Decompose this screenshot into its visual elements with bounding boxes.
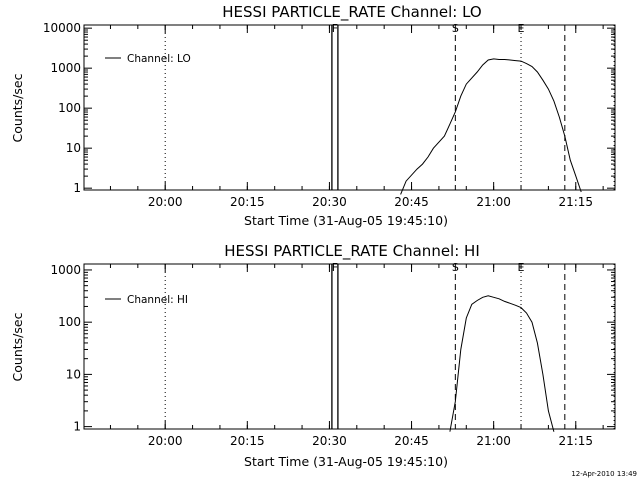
series-line-hi bbox=[449, 295, 555, 432]
x-tick-label: 21:15 bbox=[558, 434, 593, 448]
panel-lo-xlabel: Start Time (31-Aug-05 19:45:10) bbox=[244, 213, 448, 228]
y-tick-label: 10000 bbox=[43, 21, 81, 35]
panel-lo-frame bbox=[83, 24, 616, 191]
panel-hi: HESSI PARTICLE_RATE Channel: HI 1 10 100 10… bbox=[10, 242, 616, 469]
panel-lo-ylabel: Counts/sec bbox=[10, 73, 25, 142]
x-tick-label: 21:00 bbox=[476, 434, 511, 448]
y-tick-label: 1000 bbox=[50, 263, 81, 277]
panel-lo: HESSI PARTICLE_RATE Channel: LO 1 10 100 10… bbox=[10, 3, 616, 228]
flag-label: S bbox=[452, 261, 459, 274]
flag-label: E bbox=[518, 22, 525, 35]
panel-hi-xlabel: Start Time (31-Aug-05 19:45:10) bbox=[244, 454, 448, 469]
legend-label-hi: Channel: HI bbox=[127, 294, 188, 306]
flag-label: S bbox=[452, 22, 459, 35]
panel-hi-frame bbox=[83, 263, 616, 430]
panel-lo-title: HESSI PARTICLE_RATE Channel: LO bbox=[222, 3, 481, 22]
series-line-lo bbox=[400, 58, 582, 195]
x-tick-label: 20:30 bbox=[312, 195, 347, 209]
y-tick-label: 1 bbox=[73, 181, 81, 195]
y-tick-label: 100 bbox=[58, 315, 81, 329]
x-tick-label: 20:00 bbox=[148, 195, 183, 209]
panel-hi-ylabel: Counts/sec bbox=[10, 312, 25, 381]
x-tick-label: 20:00 bbox=[148, 434, 183, 448]
x-tick-label: 20:45 bbox=[394, 434, 429, 448]
flag-label: F bbox=[332, 22, 338, 35]
x-tick-label: 20:30 bbox=[312, 434, 347, 448]
flag-label: F bbox=[332, 261, 338, 274]
x-tick-label: 21:15 bbox=[558, 195, 593, 209]
y-tick-label: 1 bbox=[73, 420, 81, 434]
y-tick-label: 100 bbox=[58, 101, 81, 115]
panel-hi-title: HESSI PARTICLE_RATE Channel: HI bbox=[224, 242, 480, 261]
legend-label-lo: Channel: LO bbox=[127, 53, 191, 65]
footer-timestamp: 12-Apr-2010 13:49 bbox=[571, 470, 637, 478]
y-tick-label: 10 bbox=[66, 367, 81, 381]
x-tick-label: 21:00 bbox=[476, 195, 511, 209]
y-tick-label: 10 bbox=[66, 141, 81, 155]
x-tick-label: 20:45 bbox=[394, 195, 429, 209]
flag-label: E bbox=[518, 261, 525, 274]
x-tick-label: 20:15 bbox=[230, 434, 265, 448]
x-tick-label: 20:15 bbox=[230, 195, 265, 209]
y-tick-label: 1000 bbox=[50, 61, 81, 75]
